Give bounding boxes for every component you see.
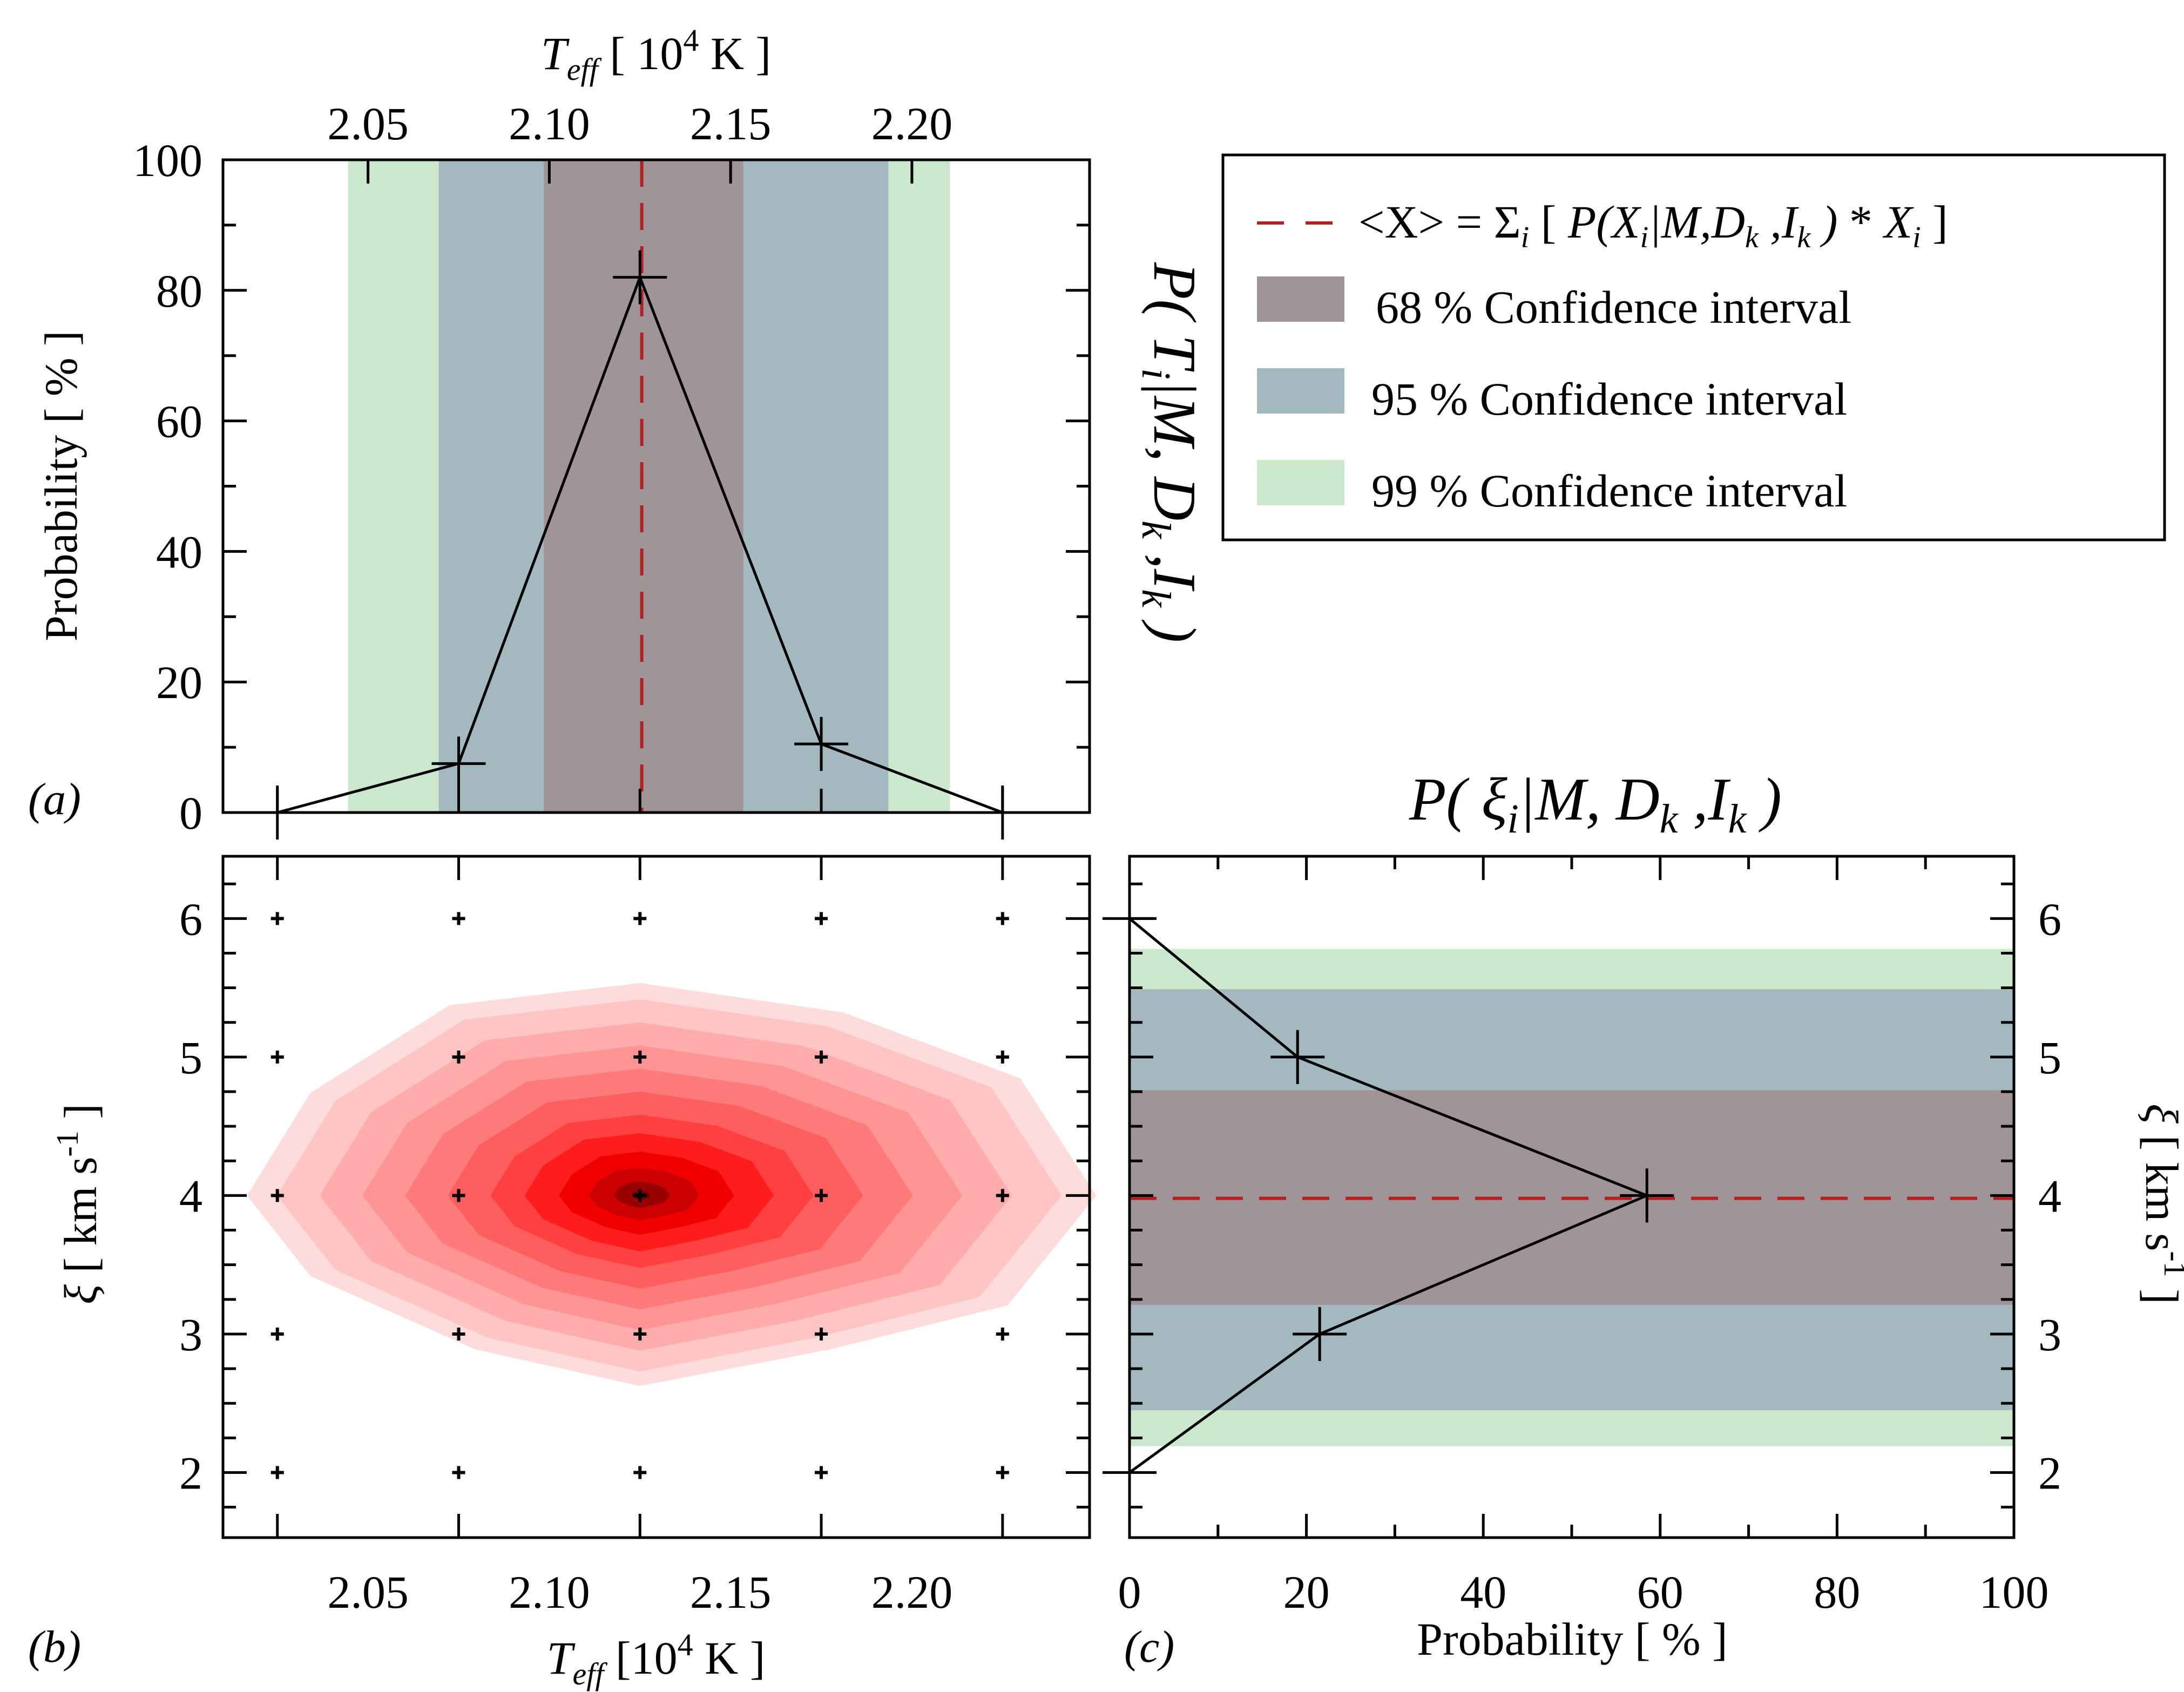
panel-a-ytick-label: 100 [133, 134, 202, 186]
panel-b-grid-point [271, 1050, 284, 1064]
panel-b-grid-point [996, 1189, 1009, 1202]
panel-a-bands [348, 160, 950, 813]
panel-b-grid-point [815, 1189, 828, 1202]
panel-b-ytick-label: 2 [179, 1447, 202, 1499]
legend-99-swatch [1257, 460, 1344, 505]
panel-b-grid-point [452, 1050, 465, 1064]
panel-b-ytick-label: 6 [179, 893, 202, 945]
panel-b-xtick-label: 2.10 [509, 1566, 590, 1618]
panel-a-xlabel: Teff [ 104 K ] [541, 23, 771, 87]
panel-b-ytick-label: 4 [179, 1170, 202, 1222]
panel-b-ylabel: ξ [ km s-1 ] [50, 1104, 106, 1304]
panel-c-label: (c) [1124, 1622, 1174, 1672]
panel-c-xtick-label: 100 [1979, 1566, 2049, 1618]
legend-frame [1221, 153, 2166, 542]
panel-c-title: P( ξi|M, Dk ,Ik ) [1409, 766, 1782, 842]
panel-c-ytick-label: 2 [2038, 1447, 2061, 1499]
panel-b-grid-point [815, 1327, 828, 1341]
panel-c-xtick-label: 80 [1814, 1566, 1860, 1618]
panel-c-xtick-label: 0 [1118, 1566, 1141, 1618]
panel-b-grid-point [815, 1050, 828, 1064]
panel-c: 0 20 40 60 80 100 2 3 4 5 6 P( ξi|M, Dk ,Ik ) Prob… [1103, 766, 2184, 1672]
panel-b-grid-point [633, 1466, 647, 1479]
panel-c-xlabel: Probability [ % ] [1417, 1613, 1728, 1665]
legend-95-swatch [1257, 368, 1344, 414]
panel-a-xtick-label: 2.05 [327, 98, 409, 150]
panel-b-xtick-label: 2.15 [690, 1566, 772, 1618]
panel-b-grid-point [452, 912, 465, 925]
panel-a-xtick-label: 2.15 [690, 98, 772, 150]
panel-c-point [1620, 1168, 1674, 1223]
panel-b-grid-point [271, 1466, 284, 1479]
panel-b-tick-labels: 2.05 2.10 2.15 2.20 2 3 4 5 6 [179, 893, 952, 1618]
panel-b-grid-point [815, 912, 828, 925]
panel-c-xtick-label: 20 [1283, 1566, 1330, 1618]
panel-c-ytick-label: 4 [2038, 1170, 2061, 1222]
panel-b-xlabel: Teff [104 K ] [547, 1627, 766, 1691]
panel-b-grid-point [452, 1466, 465, 1479]
panel-b-grid-points [271, 912, 1009, 1479]
panel-c-curve [1103, 891, 1674, 1500]
panel-b-grid-point [271, 1189, 284, 1202]
panel-c-ylabel: ξ [ km s-1 ] [2136, 1104, 2184, 1304]
legend-68-swatch [1257, 276, 1344, 322]
panel-b-grid-point [633, 912, 647, 925]
panel-c-ytick-label: 5 [2038, 1032, 2061, 1084]
panel-a-right-title: P( Ti|M, Dk ,Ik ) [1133, 262, 1208, 642]
panel-a-ticks [223, 158, 1090, 814]
panel-c-xtick-label: 60 [1637, 1566, 1683, 1618]
panel-a: 2.05 2.10 2.15 2.20 0 20 40 60 80 100 Teff [ 104 … [28, 23, 1208, 840]
panel-a-xtick-label: 2.20 [871, 98, 953, 150]
panel-a-ytick-label: 0 [179, 787, 202, 839]
panel-b-grid-point [452, 1327, 465, 1341]
panel-b-ytick-label: 3 [179, 1309, 202, 1361]
panel-b-grid-point [633, 1050, 647, 1064]
panel-a-point [794, 717, 849, 771]
panel-b-grid-point [996, 1466, 1009, 1479]
panel-c-point [1293, 1307, 1347, 1361]
panel-a-ytick-label: 80 [156, 265, 202, 317]
panel-b-frame [221, 855, 1091, 1539]
panel-c-ytick-label: 3 [2038, 1309, 2061, 1361]
panel-b-grid-point [271, 1327, 284, 1341]
panel-a-point [613, 250, 667, 304]
panel-a-xtick-label: 2.10 [509, 98, 590, 150]
panel-a-band-68 [544, 160, 743, 813]
panel-b-grid-point [996, 912, 1009, 925]
panel-c-ticks [1128, 856, 2016, 1538]
panel-a-point [431, 736, 486, 791]
panel-c-point [1270, 1030, 1325, 1084]
panel-b: 2.05 2.10 2.15 2.20 2 3 4 5 6 Teff [104 K ] ξ [ … [28, 855, 1097, 1691]
panel-a-ytick-label: 20 [156, 657, 202, 708]
panel-a-ylabel: Probability [ % ] [35, 330, 87, 641]
panel-b-grid-point [452, 1189, 465, 1202]
legend: <X> = Σi [ P(Xi|M,Dk ,Ik ) * Xi ] 68 % C… [1221, 153, 2166, 542]
legend-99-label: 99 % Confidence interval [1371, 465, 1847, 517]
panel-b-ytick-label: 5 [179, 1032, 202, 1084]
panel-b-contours [247, 983, 1097, 1386]
panel-b-grid-point [996, 1050, 1009, 1064]
panel-b-grid-point [815, 1466, 828, 1479]
panel-b-grid-point [996, 1327, 1009, 1341]
panel-a-label: (a) [28, 774, 81, 824]
legend-95-label: 95 % Confidence interval [1371, 373, 1847, 425]
panel-b-label: (b) [28, 1622, 81, 1672]
legend-68-label: 68 % Confidence interval [1376, 281, 1851, 333]
panel-c-ytick-label: 6 [2038, 893, 2061, 945]
panel-a-ytick-label: 40 [156, 526, 202, 578]
panel-a-tick-labels: 2.05 2.10 2.15 2.20 0 20 40 60 80 100 [133, 98, 952, 839]
panel-c-xtick-label: 40 [1460, 1566, 1506, 1618]
panel-a-ytick-label: 60 [156, 396, 202, 448]
panel-b-xtick-label: 2.20 [871, 1566, 953, 1618]
panel-b-grid-point [271, 912, 284, 925]
panel-b-xtick-label: 2.05 [327, 1566, 409, 1618]
panel-b-grid-point [633, 1327, 647, 1341]
legend-mean-label: <X> = Σi [ P(Xi|M,Dk ,Ik ) * Xi ] [1358, 196, 1948, 254]
panel-b-grid-point [633, 1189, 647, 1202]
panel-b-ticks [223, 856, 1090, 1538]
panel-c-tick-labels: 0 20 40 60 80 100 2 3 4 5 6 [1118, 893, 2062, 1618]
